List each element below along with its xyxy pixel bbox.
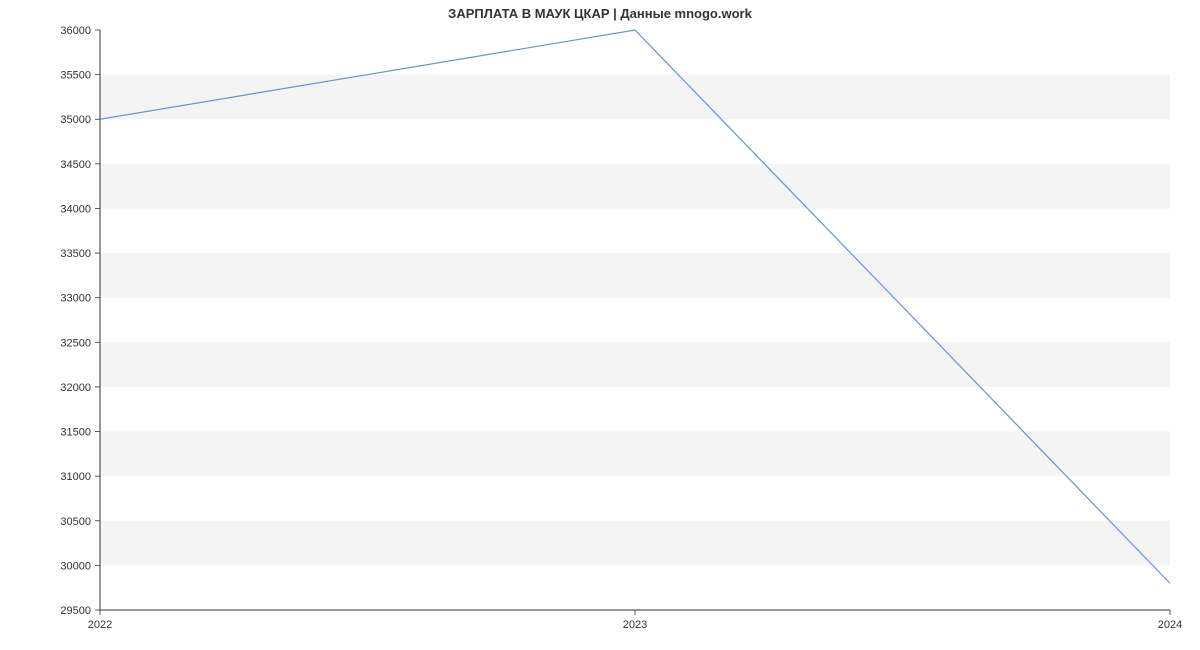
y-tick-label: 35500 bbox=[60, 70, 91, 82]
y-tick-label: 30500 bbox=[60, 516, 91, 528]
y-tick-label: 33500 bbox=[60, 248, 91, 260]
y-tick-label: 31000 bbox=[60, 471, 91, 483]
y-tick-label: 29500 bbox=[60, 605, 91, 617]
y-tick-label: 35000 bbox=[60, 114, 91, 126]
x-tick-label: 2022 bbox=[88, 619, 112, 631]
chart-svg: 29500 30000 30500 31000 31500 32000 32500 33000… bbox=[0, 0, 1200, 650]
y-tick-label: 32500 bbox=[60, 337, 91, 349]
y-tick-label: 36000 bbox=[60, 25, 91, 37]
y-tick-label: 33000 bbox=[60, 293, 91, 305]
y-tick-label: 30000 bbox=[60, 560, 91, 572]
grid-band bbox=[100, 75, 1170, 120]
salary-line-chart: ЗАРПЛАТА В МАУК ЦКАР | Данные mnogo.work… bbox=[0, 0, 1200, 650]
y-tick-label: 34500 bbox=[60, 159, 91, 171]
x-tick-label: 2024 bbox=[1158, 619, 1182, 631]
grid-band bbox=[100, 432, 1170, 477]
y-tick-label: 32000 bbox=[60, 382, 91, 394]
y-tick-label: 31500 bbox=[60, 427, 91, 439]
x-tick-label: 2023 bbox=[623, 619, 647, 631]
chart-title: ЗАРПЛАТА В МАУК ЦКАР | Данные mnogo.work bbox=[0, 6, 1200, 21]
grid-band bbox=[100, 342, 1170, 387]
y-tick-label: 34000 bbox=[60, 203, 91, 215]
grid-band bbox=[100, 521, 1170, 566]
grid-band bbox=[100, 253, 1170, 298]
grid-band bbox=[100, 164, 1170, 209]
